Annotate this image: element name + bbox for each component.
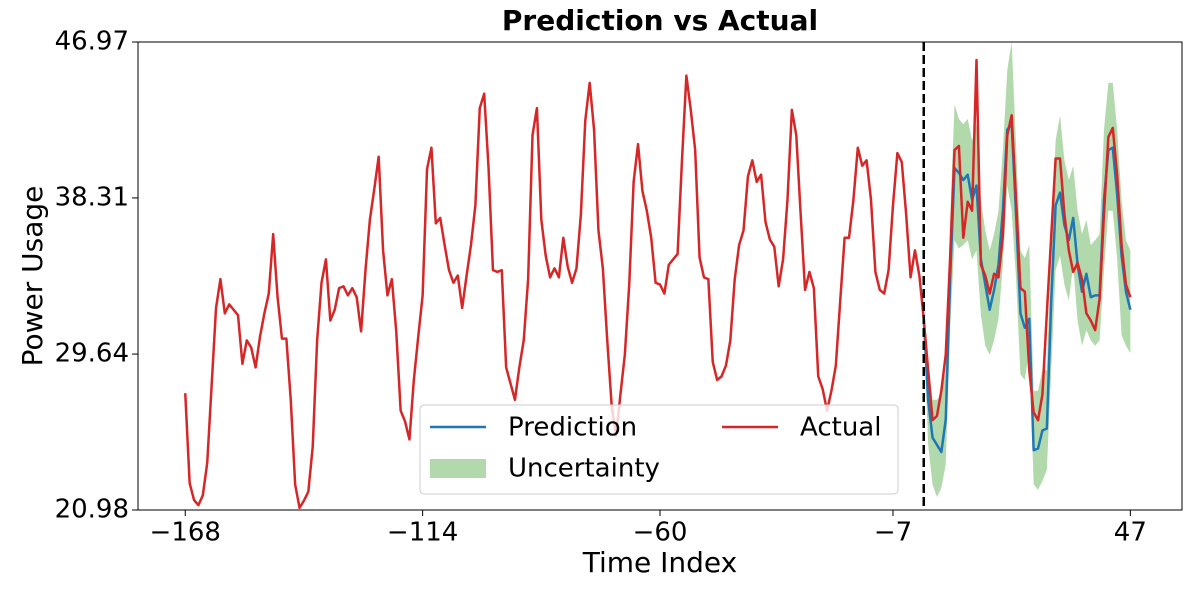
x-tick-label: −168 [150,518,221,548]
legend: Prediction Actual Uncertainty [419,404,899,495]
y-tick-label: 20.98 [55,495,129,525]
y-tick-label: 38.31 [55,182,129,212]
legend-label: Actual [800,413,881,443]
x-axis-label: Time Index [582,546,738,579]
chart-title: Prediction vs Actual [502,4,818,37]
legend-box [419,404,899,495]
legend-swatch [430,459,486,478]
y-axis-label: Power Usage [16,186,49,367]
x-tick-label: −7 [874,518,912,548]
line-series [184,58,1132,510]
x-tick-label: 47 [1114,518,1147,548]
legend-label: Prediction [508,413,637,443]
y-tick-label: 46.97 [55,27,129,57]
x-tick-label: −114 [387,518,458,548]
legend-label: Uncertainty [508,454,660,484]
uncertainty-band [923,42,1131,498]
x-tick-label: −60 [633,518,688,548]
y-tick-label: 29.64 [55,339,129,369]
